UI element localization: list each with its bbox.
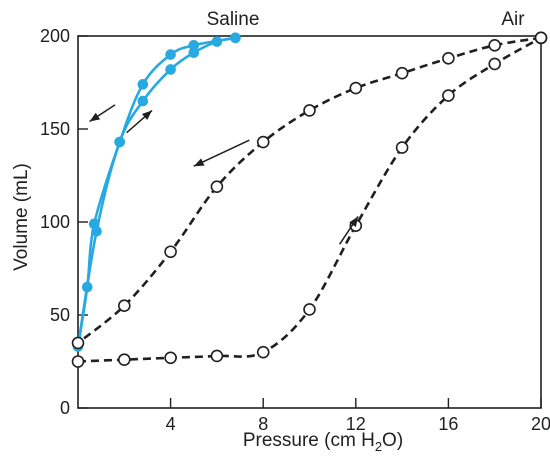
y-tick-label: 200 (40, 26, 70, 46)
points-air-deflation (71, 31, 548, 350)
data-point (165, 49, 176, 60)
data-point (395, 66, 409, 80)
plot-frame (77, 35, 542, 409)
data-point (349, 81, 363, 95)
data-point (442, 52, 455, 65)
data-point (164, 245, 177, 259)
data-point (303, 303, 316, 316)
data-point (118, 353, 131, 366)
data-point (210, 180, 224, 193)
data-point (488, 38, 502, 52)
direction-arrow-air-down-left (193, 139, 250, 167)
data-point (164, 351, 177, 365)
data-point (137, 79, 149, 90)
direction-arrow-saline-down-left (89, 104, 116, 123)
y-tick-label: 0 (60, 398, 70, 418)
y-tick-label: 150 (40, 119, 70, 139)
air-label: Air (501, 9, 525, 30)
series-air-inflation (77, 36, 542, 363)
data-point (210, 349, 224, 363)
data-point (256, 135, 270, 149)
data-point (137, 95, 149, 107)
arrows-layer (89, 104, 359, 245)
data-point (81, 281, 93, 293)
y-tick-label: 100 (40, 212, 70, 232)
data-point (256, 345, 270, 359)
x-axis-label: Pressure (cm H2O) (243, 430, 403, 454)
data-point (230, 32, 241, 44)
points-saline-inflation (91, 32, 241, 237)
data-point (442, 89, 455, 102)
data-point (114, 136, 125, 148)
x-tick-label: 16 (438, 414, 458, 434)
x-tick-label: 20 (531, 414, 550, 434)
saline-label: Saline (207, 9, 260, 30)
data-point (71, 355, 85, 368)
data-point (395, 141, 409, 154)
data-point (488, 57, 502, 71)
series-layer (71, 31, 548, 368)
x-axis-label-main: Pressure (cm H (243, 430, 375, 451)
y-axis-label: Volume (mL) (11, 163, 32, 271)
x-tick-label: 12 (346, 414, 366, 434)
x-axis-label-subscript: 2 (375, 439, 382, 454)
x-tick-label: 8 (258, 414, 268, 434)
direction-arrow-air-up-right (338, 216, 359, 245)
data-point (211, 36, 223, 47)
x-tick-label: 4 (166, 414, 176, 434)
data-point (303, 104, 316, 117)
data-point (188, 40, 200, 51)
data-point (71, 336, 85, 350)
data-point (165, 64, 176, 75)
labels-layer: Saline Air Volume (mL) Pressure (cm H2O) (11, 9, 525, 454)
series-line-air-inflation (77, 36, 542, 363)
axes (77, 35, 542, 409)
data-point (88, 218, 100, 230)
data-point (534, 31, 548, 45)
data-point (118, 299, 131, 313)
x-axis-label-end: O) (382, 430, 403, 451)
y-tick-label: 50 (50, 305, 70, 325)
direction-arrow-saline-up-right (126, 109, 153, 134)
